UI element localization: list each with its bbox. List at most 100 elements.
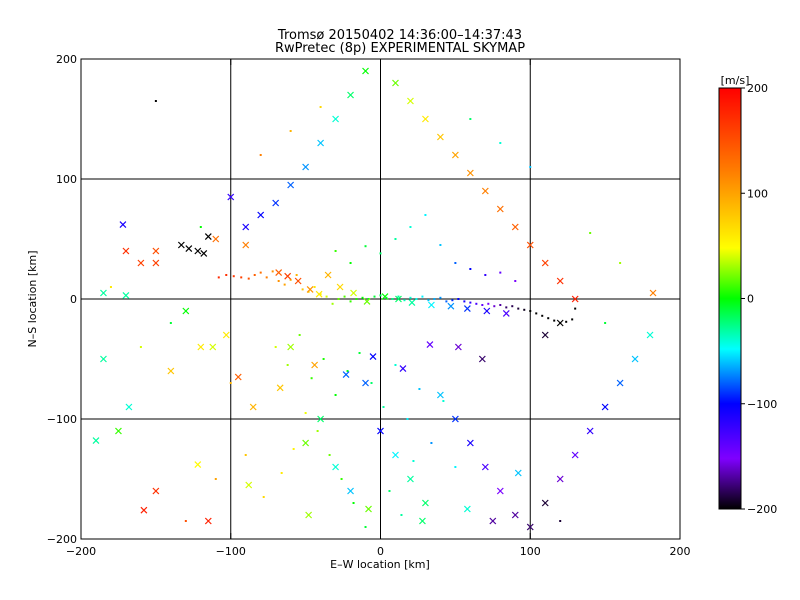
data-point-dot (469, 118, 472, 120)
y-tick-label: −100 (47, 413, 77, 426)
data-point-dot (169, 322, 172, 324)
data-point-dot (523, 308, 526, 311)
data-point-dot (421, 295, 424, 298)
data-point-x (302, 439, 310, 447)
data-point-dot (349, 262, 352, 264)
data-point-x (152, 487, 160, 495)
data-point-x (556, 475, 564, 483)
data-point-x (631, 355, 639, 363)
data-point-x (436, 133, 444, 141)
data-point-dot (409, 296, 412, 299)
data-point-dot (484, 274, 487, 276)
data-point-dot (334, 250, 337, 252)
data-point-x (483, 307, 491, 315)
colorbar-tick-label: 100 (747, 187, 768, 200)
data-point-dot (199, 226, 202, 228)
data-point-x (601, 403, 609, 411)
data-point-dot (214, 478, 217, 480)
data-point-dot (316, 430, 319, 432)
data-point-dot (547, 317, 550, 320)
data-point-x (305, 511, 313, 519)
data-point-dot (454, 262, 457, 264)
colorbar-label: [m/s] (721, 74, 750, 87)
data-point-x (463, 305, 471, 313)
data-point-dot (415, 298, 418, 300)
data-point-x (125, 403, 133, 411)
x-tick-label: −200 (66, 545, 96, 558)
data-point-dot (433, 298, 436, 300)
data-point-dot (304, 412, 307, 414)
data-point-x (242, 223, 250, 231)
data-point-x (272, 199, 280, 207)
data-point-x (140, 506, 148, 514)
data-point-dot (361, 296, 364, 299)
data-point-x (362, 379, 369, 387)
data-point-x (419, 517, 426, 525)
data-point-dot (463, 300, 466, 303)
data-point-x (365, 505, 372, 513)
data-point-dot (487, 302, 490, 305)
data-point-dot (337, 298, 340, 300)
data-point-x (427, 301, 435, 309)
data-point-x (466, 439, 474, 447)
data-point-x (197, 343, 205, 351)
data-point-x (496, 487, 504, 495)
data-point-x (315, 290, 323, 298)
data-point-x (511, 223, 519, 231)
data-point-x (436, 391, 444, 399)
data-point-x (407, 475, 414, 483)
data-point-x (362, 67, 369, 75)
data-point-dot (253, 274, 256, 276)
data-point-dot (604, 322, 607, 324)
data-point-dot (346, 370, 349, 372)
data-point-x (481, 463, 489, 471)
data-point-dot (334, 394, 337, 396)
data-point-dot (439, 296, 442, 299)
data-point-x (408, 299, 416, 307)
data-point-x (209, 343, 217, 351)
data-point-dot (349, 300, 352, 303)
data-point-x (350, 289, 357, 297)
data-point-x (541, 331, 549, 339)
data-point-x (541, 499, 549, 507)
data-point-dot (403, 299, 406, 302)
data-point-x (556, 277, 564, 285)
data-point-dot (379, 252, 382, 255)
data-point-x (257, 211, 265, 219)
data-point-x (478, 355, 486, 363)
colorbar-ticks: 200 100 0 −100 −200 (741, 82, 777, 516)
data-point-x (317, 139, 325, 147)
data-point-x (447, 302, 455, 310)
data-point-dot (310, 377, 313, 380)
data-point-x (204, 233, 212, 241)
data-point-x (377, 427, 384, 435)
data-point-x (276, 384, 284, 392)
data-point-x (571, 295, 579, 303)
data-point-x (242, 241, 250, 249)
data-point-dot (553, 319, 556, 322)
data-point-x (381, 293, 389, 301)
data-point-x (422, 499, 429, 507)
data-point-x (177, 241, 185, 249)
colorbar-tick-label: 0 (747, 293, 754, 306)
data-point-dot (535, 312, 538, 315)
data-point-x (347, 487, 354, 495)
data-point-dot (265, 276, 268, 279)
data-point-dot (382, 406, 385, 408)
data-point-x (586, 427, 594, 435)
data-point-dot (559, 520, 562, 522)
data-point-dot (301, 288, 304, 291)
data-point-dot (289, 278, 292, 281)
data-point-dot (430, 442, 433, 444)
data-point-x (204, 517, 212, 525)
data-point-dot (319, 293, 322, 296)
data-point-dot (289, 130, 292, 132)
data-point-x (332, 463, 339, 471)
data-point-x (194, 247, 202, 255)
data-point-x (152, 247, 160, 255)
data-point-x (306, 285, 314, 293)
data-point-x (514, 469, 522, 477)
data-point-x (92, 437, 100, 445)
data-point-x (287, 343, 295, 351)
data-point-x (294, 277, 302, 285)
